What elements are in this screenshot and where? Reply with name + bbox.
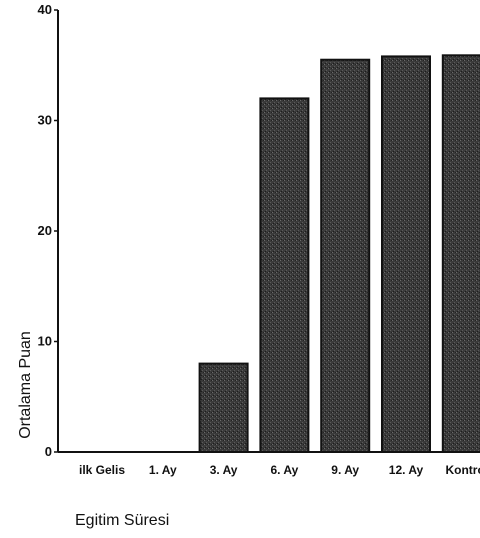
y-tick-label: 0: [45, 444, 52, 459]
x-tick-label: ilk Gelis: [79, 463, 125, 477]
x-tick-label: 12. Ay: [389, 463, 424, 477]
y-tick-label: 20: [38, 223, 52, 238]
x-tick-label: 6. Ay: [271, 463, 299, 477]
x-tick-label: 1. Ay: [149, 463, 177, 477]
bars-group: [198, 54, 480, 454]
bar-9-ay: [320, 58, 371, 453]
bar-6-ay: [259, 97, 310, 454]
x-tick-label: Kontrol: [445, 463, 480, 477]
bar-12-ay: [381, 55, 431, 453]
x-tick-label: 9. Ay: [331, 463, 359, 477]
x-tick-label: 3. Ay: [210, 463, 238, 477]
y-axis-label: Ortalama Puan: [17, 331, 34, 439]
x-axis-label: Egitim Süresi: [75, 512, 169, 529]
bar-kontrol: [441, 54, 480, 454]
y-ticks-group: 0 10 20 30 40: [38, 2, 58, 459]
y-tick-label: 30: [38, 113, 52, 128]
plot-area: 0 10 20 30 40 ilk Gelis 1. Ay 3. Ay 6. Ay 9. Ay 1…: [38, 2, 480, 477]
y-tick-label: 40: [38, 2, 52, 17]
bar-3-ay: [198, 362, 249, 454]
y-tick-label: 10: [38, 334, 52, 349]
x-tick-labels-group: ilk Gelis 1. Ay 3. Ay 6. Ay 9. Ay 12. Ay Kontr…: [79, 463, 480, 477]
